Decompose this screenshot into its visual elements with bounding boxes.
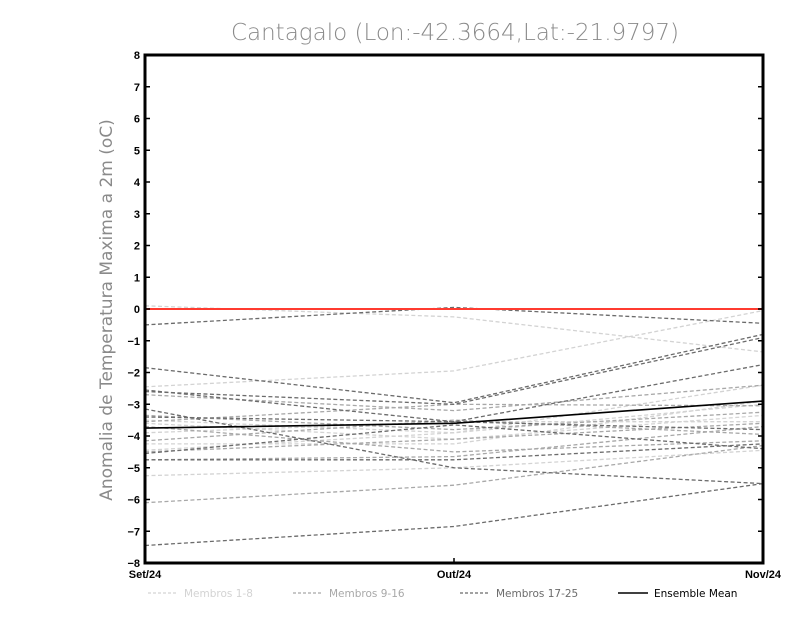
y-tick-label: 3 bbox=[134, 209, 140, 221]
y-tick-label: 7 bbox=[134, 82, 140, 94]
series-line-group1-5 bbox=[145, 400, 764, 445]
y-tick-label: 5 bbox=[134, 145, 140, 157]
series-line-group2-7 bbox=[144, 419, 764, 442]
series-line-group4-1 bbox=[144, 400, 764, 429]
y-tick-label: −1 bbox=[127, 336, 140, 348]
y-tick-label: 6 bbox=[134, 114, 140, 126]
series-line-group3-8 bbox=[145, 443, 764, 461]
y-axis-label: Anomalia de Temperatura Maxima a 2m (oC) bbox=[97, 119, 117, 501]
series-line-group1-2 bbox=[144, 309, 764, 388]
series-line-group1-7 bbox=[144, 449, 764, 477]
y-tick-label: −8 bbox=[127, 558, 140, 570]
series-line-group2-8 bbox=[144, 425, 764, 453]
series-line-group1-3 bbox=[144, 384, 764, 434]
y-tick-label: 0 bbox=[134, 304, 140, 316]
chart-title: Cantagalo (Lon:-42.3664,Lat:-21.9797) bbox=[231, 20, 679, 46]
series-line-group3-7 bbox=[144, 424, 764, 455]
legend-label: Ensemble Mean bbox=[654, 588, 737, 600]
y-tick-label: 8 bbox=[134, 50, 140, 62]
series-line-group3-2 bbox=[144, 333, 764, 404]
series-line-group3-4 bbox=[144, 336, 764, 405]
legend-label: Membros 17-25 bbox=[496, 588, 578, 600]
legend-label: Membros 9-16 bbox=[329, 588, 405, 600]
y-tick-label: −6 bbox=[127, 495, 140, 507]
series-layer bbox=[144, 305, 764, 547]
legend: Membros 1-8 Membros 9-16 Membros 17-25 Ense… bbox=[148, 588, 737, 600]
legend-label: Membros 1-8 bbox=[184, 588, 253, 600]
y-tick-label: −7 bbox=[127, 526, 140, 538]
series-line-group3-5 bbox=[144, 408, 764, 485]
x-ticks: Set/24 Out/24 Nov/24 bbox=[129, 558, 782, 581]
series-line-group1-1 bbox=[144, 305, 764, 353]
series-line-group2-4 bbox=[144, 422, 764, 453]
series-line-group2-6 bbox=[144, 425, 764, 461]
series-line-group3-1 bbox=[144, 306, 764, 326]
y-tick-label: 2 bbox=[134, 241, 140, 253]
series-line-group3-3 bbox=[144, 363, 764, 423]
series-line-group3-9 bbox=[144, 482, 764, 547]
series-line-group2-5 bbox=[144, 444, 764, 504]
y-ticks: −8 −7 −6 −5 −4 −3 −2 −1 0 1 2 3 4 5 6 7 8 bbox=[127, 50, 763, 570]
series-line-group2-1 bbox=[144, 384, 764, 412]
x-tick-label: Nov/24 bbox=[745, 569, 782, 581]
y-tick-label: −5 bbox=[127, 463, 140, 475]
y-tick-label: −3 bbox=[127, 399, 140, 411]
series-line-group3-6 bbox=[144, 416, 764, 431]
y-tick-label: −2 bbox=[127, 368, 140, 380]
y-tick-label: 1 bbox=[134, 272, 140, 284]
x-tick-label: Set/24 bbox=[129, 569, 162, 581]
y-tick-label: 4 bbox=[134, 177, 141, 189]
series-line-group1-6 bbox=[144, 403, 764, 451]
x-tick-label: Out/24 bbox=[437, 569, 472, 581]
series-line-group2-3 bbox=[144, 411, 764, 431]
y-tick-label: −4 bbox=[127, 431, 140, 443]
